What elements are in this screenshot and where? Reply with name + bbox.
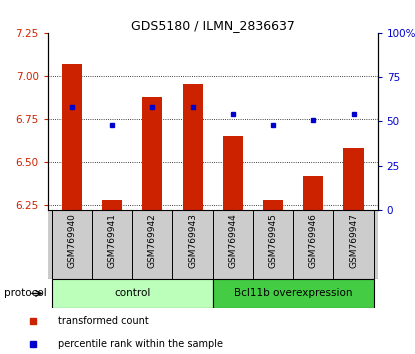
Bar xyxy=(183,85,203,210)
Text: protocol: protocol xyxy=(4,289,47,298)
Text: GSM769945: GSM769945 xyxy=(269,213,278,268)
Bar xyxy=(344,148,364,210)
Text: control: control xyxy=(114,289,150,298)
Text: GSM769941: GSM769941 xyxy=(107,213,117,268)
Text: percentile rank within the sample: percentile rank within the sample xyxy=(58,339,223,349)
Text: transformed count: transformed count xyxy=(58,316,149,326)
Text: GSM769944: GSM769944 xyxy=(228,213,237,268)
Text: GSM769942: GSM769942 xyxy=(148,213,157,268)
Bar xyxy=(62,64,82,210)
Text: Bcl11b overexpression: Bcl11b overexpression xyxy=(234,289,352,298)
Bar xyxy=(213,279,374,308)
Title: GDS5180 / ILMN_2836637: GDS5180 / ILMN_2836637 xyxy=(131,19,295,32)
Bar xyxy=(52,279,213,308)
Bar xyxy=(263,200,283,210)
Text: GSM769940: GSM769940 xyxy=(67,213,76,268)
Bar xyxy=(303,176,323,210)
Bar xyxy=(223,136,243,210)
Text: GSM769943: GSM769943 xyxy=(188,213,197,268)
Bar xyxy=(102,200,122,210)
Text: GSM769947: GSM769947 xyxy=(349,213,358,268)
Text: GSM769946: GSM769946 xyxy=(309,213,318,268)
Bar xyxy=(142,97,162,210)
